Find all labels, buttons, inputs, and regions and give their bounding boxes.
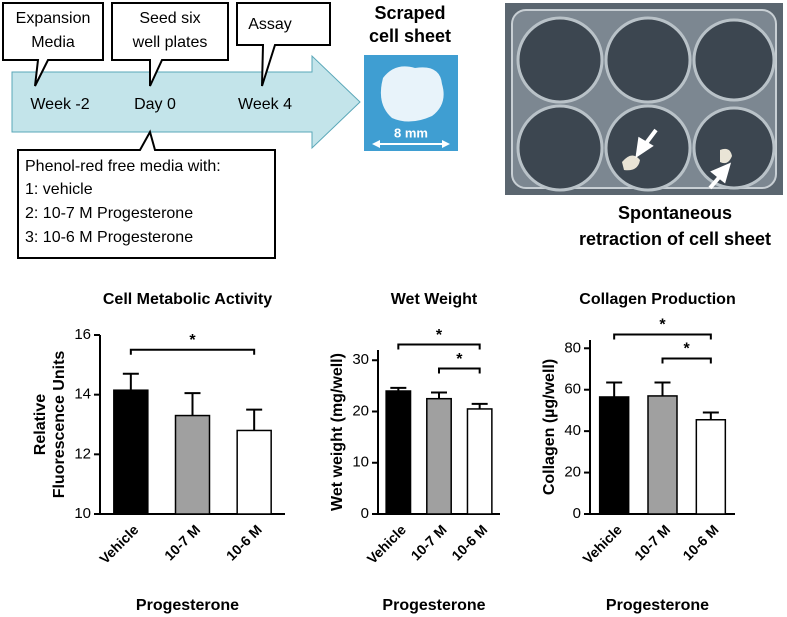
significance-bracket xyxy=(438,367,481,374)
significance-label: * xyxy=(684,341,691,358)
timeline-arrow xyxy=(11,54,361,150)
x-tick-label: 10-6 M xyxy=(223,521,265,563)
bar xyxy=(174,414,211,515)
timeline-label: Week -2 xyxy=(30,96,89,113)
media-text: 2: 10-7 M Progesterone xyxy=(25,205,193,222)
x-tick-label: 10-7 M xyxy=(631,521,673,563)
callout-box xyxy=(2,2,104,87)
significance-label: * xyxy=(189,332,196,349)
callout-box xyxy=(111,2,229,87)
y-tick-label: 80 xyxy=(564,339,581,356)
y-tick-label: 20 xyxy=(564,464,581,481)
y-tick-label: 40 xyxy=(564,422,581,439)
significance-bracket xyxy=(661,357,712,364)
x-axis-label: Progesterone xyxy=(382,597,485,614)
y-tick-label: 12 xyxy=(74,445,91,462)
x-tick-label: 10-7 M xyxy=(161,521,203,563)
photo-caption: cell sheet xyxy=(369,26,451,46)
chart-title: Wet Weight xyxy=(391,291,478,308)
media-box xyxy=(17,129,276,259)
error-bar xyxy=(606,381,623,397)
significance-bracket xyxy=(129,348,256,355)
cell-sheet xyxy=(380,66,444,122)
callout-box xyxy=(236,2,331,87)
pointer-arrows xyxy=(635,128,732,190)
y-tick-label: 0 xyxy=(573,505,581,522)
media-text: 1: vehicle xyxy=(25,181,93,198)
bar xyxy=(598,396,630,515)
bar xyxy=(695,419,727,515)
significance-label: * xyxy=(456,351,463,368)
photo-caption: Scraped xyxy=(374,3,445,23)
y-axis-label: Relative xyxy=(32,394,49,455)
retracted-sheet xyxy=(720,148,732,164)
error-bar xyxy=(431,391,447,399)
timeline-label: Week 4 xyxy=(238,96,292,113)
media-text: 3: 10-6 M Progesterone xyxy=(25,229,193,246)
y-tick-label: 0 xyxy=(361,505,369,522)
significance-bracket xyxy=(397,343,481,350)
error-bar xyxy=(702,411,719,420)
photo-caption: retraction of cell sheet xyxy=(579,229,771,249)
photo-caption: Spontaneous xyxy=(618,203,732,223)
scale-arrowhead xyxy=(442,140,450,148)
callout-text: Expansion xyxy=(16,10,91,27)
retracted-sheet xyxy=(622,155,640,171)
y-axis-label: Fluorescence Units xyxy=(51,351,68,499)
timeline-label: Day 0 xyxy=(134,96,176,113)
y-tick-label: 30 xyxy=(352,351,369,368)
error-bar xyxy=(184,392,201,416)
y-tick-label: 20 xyxy=(352,402,369,419)
x-tick-label: 10-7 M xyxy=(408,521,450,563)
x-tick-label: Vehicle xyxy=(579,521,625,567)
significance-bracket xyxy=(613,333,712,340)
significance-label: * xyxy=(659,317,666,334)
error-bar xyxy=(246,408,263,431)
error-bar xyxy=(471,402,488,409)
bar xyxy=(236,429,272,515)
bar xyxy=(385,390,412,515)
callout-text: Media xyxy=(31,34,75,51)
callout-text: Seed six xyxy=(139,10,200,27)
x-axis-label: Progesterone xyxy=(606,597,709,614)
x-tick-label: 10-6 M xyxy=(679,521,721,563)
scale-label: 8 mm xyxy=(394,125,428,140)
x-axis-label: Progesterone xyxy=(136,597,239,614)
chart-title: Cell Metabolic Activity xyxy=(103,291,272,308)
chart-title: Collagen Production xyxy=(579,291,735,308)
y-tick-label: 10 xyxy=(74,505,91,522)
scale-arrowhead xyxy=(372,140,380,148)
x-tick-label: Vehicle xyxy=(96,521,142,567)
callout-text: Assay xyxy=(248,16,292,33)
y-tick-label: 10 xyxy=(352,454,369,471)
error-bar xyxy=(654,381,671,396)
bar xyxy=(466,408,493,515)
callout-text: well plates xyxy=(132,34,208,51)
y-tick-label: 14 xyxy=(74,386,91,403)
y-axis-label: Collagen (µg/well) xyxy=(541,359,558,495)
media-text: Phenol-red free media with: xyxy=(25,158,221,175)
bar xyxy=(426,397,452,515)
x-tick-label: 10-6 M xyxy=(448,521,490,563)
error-bar xyxy=(122,372,139,391)
y-tick-label: 60 xyxy=(564,381,581,398)
y-tick-label: 16 xyxy=(74,326,91,343)
bar xyxy=(113,389,149,515)
x-tick-label: Vehicle xyxy=(364,521,410,567)
error-bar xyxy=(390,386,407,391)
significance-label: * xyxy=(436,327,443,344)
y-axis-label: Wet weight (mg/well) xyxy=(329,353,346,511)
bar xyxy=(647,395,678,515)
